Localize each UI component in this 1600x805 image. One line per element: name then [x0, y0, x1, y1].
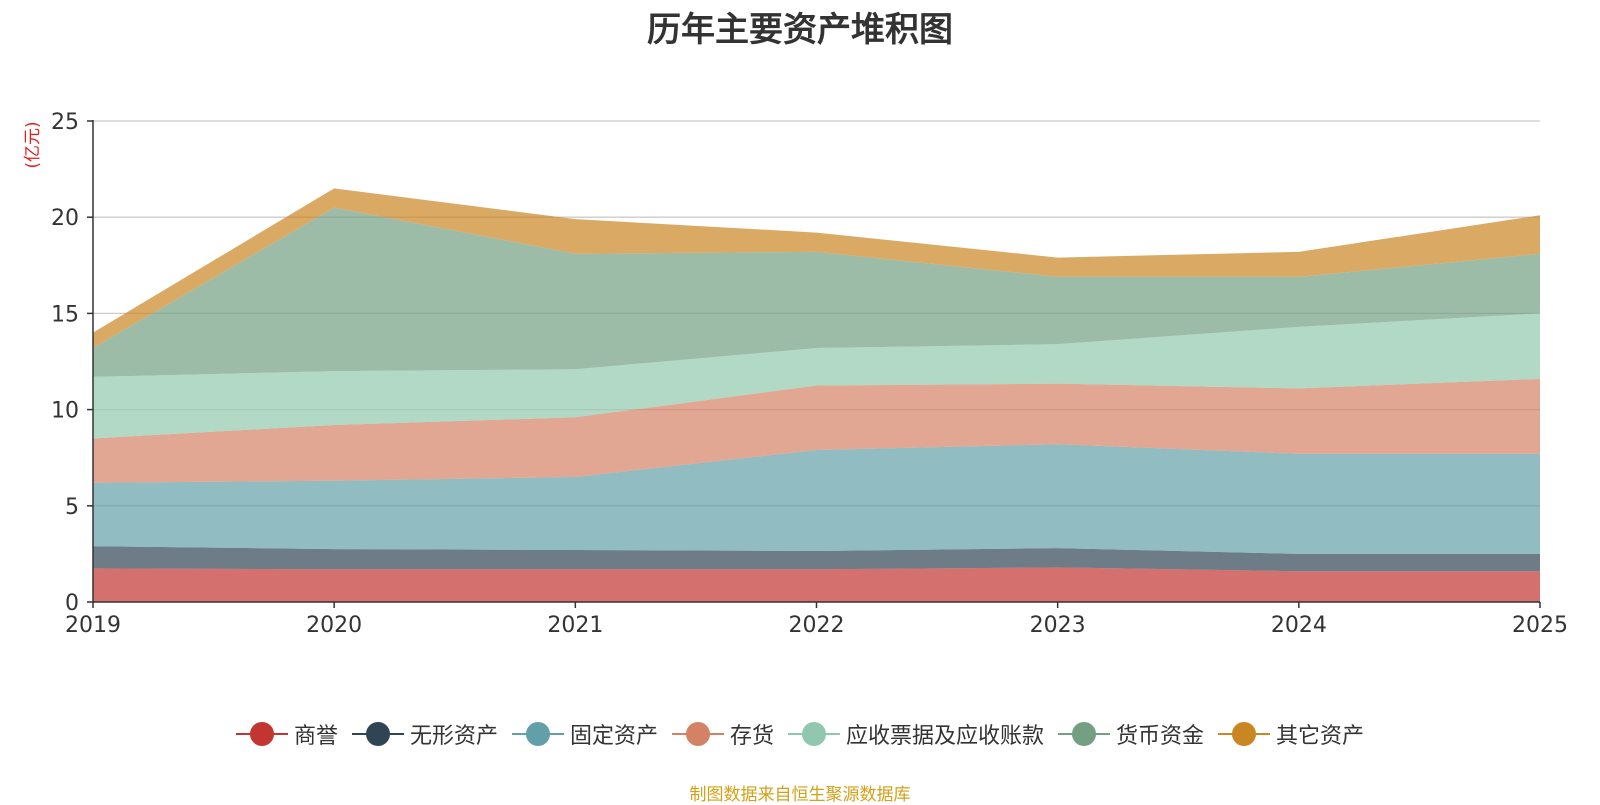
legend-item-5[interactable]: 货币资金	[1058, 718, 1204, 750]
legend-marker-icon	[1058, 721, 1111, 747]
legend-item-0[interactable]: 商誉	[235, 718, 338, 750]
legend-label: 应收票据及应收账款	[846, 724, 1045, 749]
y-tick-label-5: 5	[65, 495, 79, 520]
area-series-1	[93, 546, 1540, 572]
y-tick-label-10: 10	[51, 399, 79, 424]
area-series-6	[93, 188, 1540, 349]
y-tick-label-25: 25	[51, 110, 79, 135]
x-tick-label-2019: 2019	[65, 613, 121, 638]
y-tick-label-15: 15	[51, 302, 79, 327]
legend-marker-icon	[351, 721, 404, 747]
legend-label: 商誉	[293, 724, 338, 749]
x-tick-label-2024: 2024	[1271, 613, 1327, 638]
data-source-note: 制图数据来自恒生聚源数据库	[689, 785, 911, 805]
legend-item-4[interactable]: 应收票据及应收账款	[788, 718, 1044, 750]
area-series-3	[93, 378, 1540, 483]
legend-marker-icon	[1218, 721, 1271, 747]
legend-label: 固定资产	[569, 724, 658, 749]
legend-item-3[interactable]: 存货	[671, 718, 774, 750]
x-tick-label-2023: 2023	[1030, 613, 1086, 638]
x-tick-label-2025: 2025	[1512, 613, 1568, 638]
legend-label: 货币资金	[1116, 724, 1205, 749]
area-series-0	[93, 567, 1540, 602]
chart-title: 历年主要资产堆积图	[647, 10, 953, 50]
x-tick-label-2021: 2021	[547, 613, 603, 638]
legend-marker-icon	[511, 721, 564, 747]
chart-legend: 商誉 无形资产 固定资产 存货 应收票据及应收账款 货币资金 其它资产	[0, 718, 1600, 750]
area-series-2	[93, 444, 1540, 554]
x-tick-label-2020: 2020	[306, 613, 362, 638]
y-tick-label-0: 0	[65, 591, 79, 616]
legend-item-6[interactable]: 其它资产	[1218, 718, 1364, 750]
legend-label: 其它资产	[1276, 724, 1365, 749]
legend-label: 无形资产	[409, 724, 498, 749]
area-series-4	[93, 313, 1540, 439]
legend-marker-icon	[788, 721, 840, 747]
y-tick-label-20: 20	[51, 206, 79, 231]
legend-item-1[interactable]: 无形资产	[351, 718, 498, 750]
legend-marker-icon	[671, 721, 724, 747]
legend-label: 存货	[729, 724, 774, 749]
x-tick-label-2022: 2022	[789, 613, 845, 638]
legend-item-2[interactable]: 固定资产	[511, 718, 658, 750]
legend-marker-icon	[235, 721, 288, 747]
area-series-5	[93, 207, 1540, 377]
y-axis-unit-label: (亿元)	[23, 121, 43, 168]
